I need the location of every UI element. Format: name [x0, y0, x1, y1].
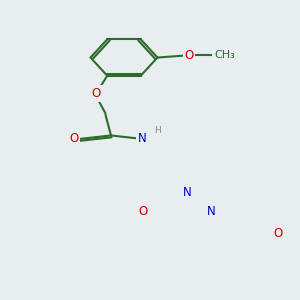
Text: O: O	[69, 133, 79, 146]
Text: H: H	[154, 126, 161, 135]
Text: N: N	[138, 133, 147, 146]
Text: N: N	[207, 205, 216, 218]
Text: N: N	[183, 186, 191, 199]
Text: CH₃: CH₃	[214, 50, 235, 60]
Text: O: O	[274, 227, 283, 240]
Text: O: O	[184, 49, 194, 62]
Text: O: O	[138, 205, 147, 218]
Text: O: O	[92, 87, 101, 100]
